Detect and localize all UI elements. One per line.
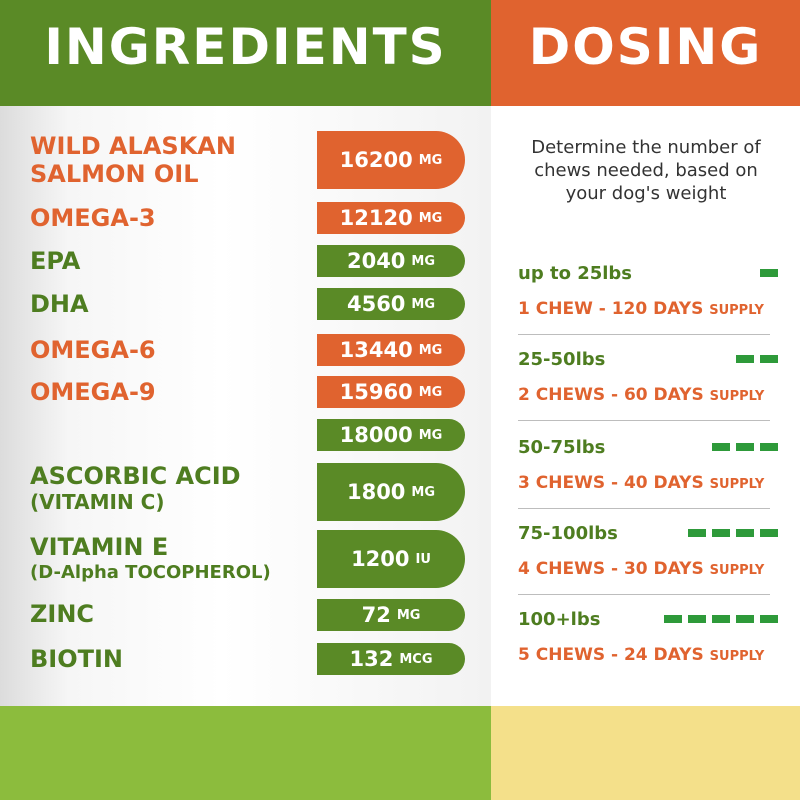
ingredient-amount-pill: 72 MG [317,599,465,631]
chew-bar [736,615,754,623]
ingredient-name: EPA [30,247,81,275]
dosing-weight-range: 50-75lbs [518,437,606,458]
ingredient-amount-pill: 13440 MG [317,334,465,366]
dosing-intro-text: Determine the number of chews needed, ba… [531,137,761,204]
chew-bar [664,615,682,623]
dosing-chews: 4 CHEWS - 30 DAYS SUPPLY [518,559,765,579]
dosing-footer-band [491,706,800,800]
dosing-weight-range: 75-100lbs [518,523,618,544]
dosing-header: DOSING [491,0,800,106]
dosing-chews: 1 CHEW - 120 DAYS SUPPLY [518,299,764,319]
dosing-weight-range: 100+lbs [518,609,601,630]
divider [518,420,770,421]
ingredients-panel: INGREDIENTS WILD ALASKAN SALMON OIL 1620… [0,0,491,800]
chew-bar [712,529,730,537]
chew-bar [736,355,754,363]
ingredients-title: INGREDIENTS [44,18,447,76]
ingredient-amount-pill: 1200 IU [317,530,465,588]
ingredient-name: OMEGA-9 [30,378,156,406]
dosing-chews: 2 CHEWS - 60 DAYS SUPPLY [518,385,765,405]
ingredient-amount-pill: 132 MCG [317,643,465,675]
ingredient-name: BIOTIN [30,645,124,673]
chew-bar [760,529,778,537]
ingredient-name: OMEGA-6 [30,336,156,364]
chew-bar [688,529,706,537]
ingredient-amount-pill: 18000 MG [317,419,465,451]
chew-count-indicator [664,615,778,623]
divider [518,508,770,509]
chew-bar [736,443,754,451]
dosing-title: DOSING [528,18,763,76]
dosing-chews: 5 CHEWS - 24 DAYS SUPPLY [518,645,765,665]
ingredient-amount-pill: 1800 MG [317,463,465,521]
ingredient-amount-pill: 2040 MG [317,245,465,277]
ingredient-name: WILD ALASKAN SALMON OIL [30,132,236,188]
chew-count-indicator [760,269,778,277]
ingredients-header: INGREDIENTS [0,0,491,106]
chew-count-indicator [688,529,778,537]
ingredient-name: ZINC [30,600,95,628]
chew-bar [760,443,778,451]
chew-bar [712,443,730,451]
ingredient-name: OMEGA-3 [30,204,156,232]
ingredient-amount-pill: 4560 MG [317,288,465,320]
chew-bar [760,615,778,623]
ingredient-amount-pill: 16200 MG [317,131,465,189]
ingredient-amount-pill: 12120 MG [317,202,465,234]
dosing-weight-range: 25-50lbs [518,349,606,370]
chew-bar [688,615,706,623]
dosing-chews: 3 CHEWS - 40 DAYS SUPPLY [518,473,765,493]
chew-count-indicator [736,355,778,363]
chew-bar [760,269,778,277]
chew-bar [712,615,730,623]
dosing-weight-range: up to 25lbs [518,263,633,284]
dosing-panel: DOSING Determine the number of chews nee… [491,0,800,800]
ingredient-name: VITAMIN E (D-Alpha TOCOPHEROL) [30,533,271,583]
ingredient-name: DHA [30,290,89,318]
ingredient-name: ASCORBIC ACID (VITAMIN C) [30,462,241,514]
chew-count-indicator [712,443,778,451]
divider [518,334,770,335]
divider [518,594,770,595]
chew-bar [736,529,754,537]
ingredient-amount-pill: 15960 MG [317,376,465,408]
chew-bar [760,355,778,363]
ingredients-footer-band [0,706,491,800]
